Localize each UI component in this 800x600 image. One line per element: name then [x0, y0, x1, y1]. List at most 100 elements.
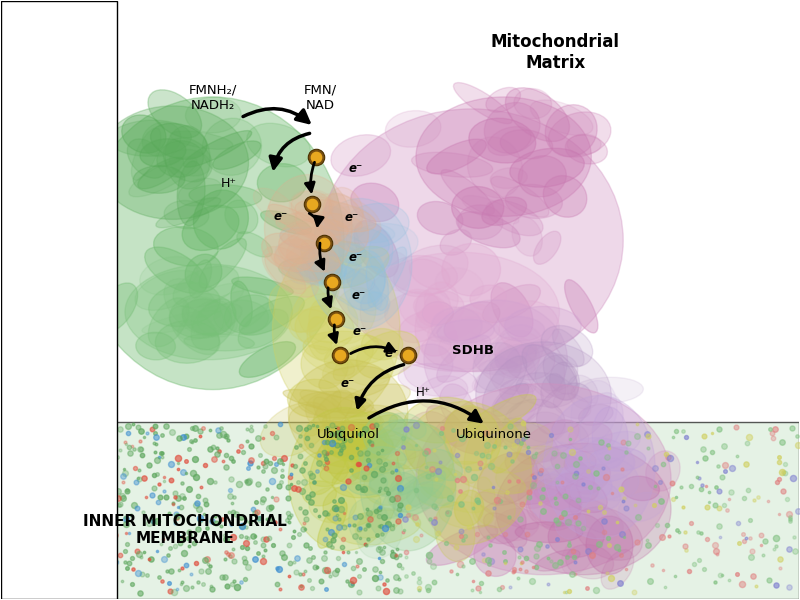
Ellipse shape [569, 422, 612, 452]
Ellipse shape [178, 304, 242, 340]
Ellipse shape [618, 493, 664, 522]
Ellipse shape [414, 467, 470, 508]
Ellipse shape [325, 427, 365, 457]
Ellipse shape [164, 278, 223, 337]
Ellipse shape [411, 152, 493, 177]
Ellipse shape [164, 200, 209, 229]
Ellipse shape [424, 300, 567, 419]
Ellipse shape [456, 212, 520, 248]
Ellipse shape [322, 429, 386, 460]
Ellipse shape [543, 395, 655, 539]
Ellipse shape [370, 461, 404, 494]
Ellipse shape [288, 360, 408, 467]
Ellipse shape [566, 453, 604, 487]
Ellipse shape [442, 244, 501, 296]
Ellipse shape [309, 300, 333, 354]
Ellipse shape [319, 366, 390, 398]
Ellipse shape [570, 479, 621, 511]
Ellipse shape [295, 210, 341, 245]
Ellipse shape [484, 103, 540, 153]
Ellipse shape [350, 183, 398, 221]
Ellipse shape [454, 83, 512, 124]
Ellipse shape [426, 449, 462, 481]
Ellipse shape [567, 375, 598, 409]
Ellipse shape [526, 340, 565, 397]
Ellipse shape [420, 484, 482, 513]
Ellipse shape [434, 502, 475, 562]
Ellipse shape [125, 264, 292, 360]
Ellipse shape [110, 120, 191, 156]
Ellipse shape [549, 112, 611, 157]
Ellipse shape [170, 149, 211, 176]
Ellipse shape [462, 196, 519, 224]
Ellipse shape [406, 487, 443, 509]
Ellipse shape [269, 204, 338, 245]
Ellipse shape [474, 489, 515, 527]
Ellipse shape [302, 346, 354, 376]
Ellipse shape [389, 256, 458, 294]
Ellipse shape [554, 393, 591, 418]
Ellipse shape [142, 122, 181, 157]
Text: e⁻: e⁻ [274, 210, 287, 223]
Ellipse shape [323, 193, 369, 252]
Ellipse shape [213, 141, 261, 169]
Ellipse shape [482, 284, 541, 323]
FancyBboxPatch shape [2, 1, 117, 599]
Ellipse shape [357, 508, 402, 559]
Ellipse shape [133, 166, 185, 193]
Ellipse shape [148, 90, 202, 138]
Ellipse shape [287, 379, 341, 418]
Ellipse shape [414, 294, 447, 323]
Ellipse shape [571, 377, 643, 404]
Ellipse shape [314, 397, 357, 447]
Ellipse shape [145, 247, 207, 293]
Ellipse shape [239, 296, 305, 335]
Ellipse shape [262, 233, 314, 271]
Ellipse shape [318, 501, 347, 548]
Ellipse shape [341, 203, 409, 248]
Ellipse shape [163, 138, 212, 182]
Ellipse shape [566, 545, 614, 579]
Ellipse shape [566, 135, 607, 164]
Ellipse shape [345, 437, 420, 461]
Ellipse shape [509, 400, 536, 426]
Ellipse shape [472, 370, 504, 392]
Ellipse shape [562, 532, 597, 575]
Point [310, 152, 322, 161]
Ellipse shape [590, 447, 646, 471]
Text: e⁻: e⁻ [349, 251, 363, 263]
Ellipse shape [452, 187, 504, 229]
Ellipse shape [302, 451, 349, 487]
Ellipse shape [298, 293, 358, 343]
Ellipse shape [569, 497, 623, 535]
Ellipse shape [535, 550, 580, 571]
Ellipse shape [515, 522, 583, 542]
Ellipse shape [170, 306, 220, 355]
Ellipse shape [275, 244, 346, 284]
Ellipse shape [534, 231, 561, 265]
Ellipse shape [288, 407, 400, 551]
Ellipse shape [304, 421, 351, 455]
Ellipse shape [469, 118, 536, 163]
Ellipse shape [352, 439, 393, 479]
Ellipse shape [506, 88, 570, 142]
Ellipse shape [396, 401, 531, 545]
Ellipse shape [437, 320, 494, 343]
Ellipse shape [309, 487, 356, 523]
Text: SDHB: SDHB [452, 344, 494, 357]
Ellipse shape [323, 484, 381, 526]
Ellipse shape [156, 197, 221, 228]
Ellipse shape [131, 128, 161, 180]
Ellipse shape [601, 550, 634, 589]
Ellipse shape [135, 271, 201, 310]
Ellipse shape [577, 464, 610, 494]
Point [318, 238, 330, 248]
Ellipse shape [154, 227, 218, 266]
Ellipse shape [358, 427, 412, 466]
Ellipse shape [231, 281, 252, 326]
Ellipse shape [194, 190, 249, 249]
Ellipse shape [389, 413, 426, 439]
Ellipse shape [300, 390, 342, 412]
Ellipse shape [182, 205, 239, 250]
Ellipse shape [565, 479, 598, 502]
